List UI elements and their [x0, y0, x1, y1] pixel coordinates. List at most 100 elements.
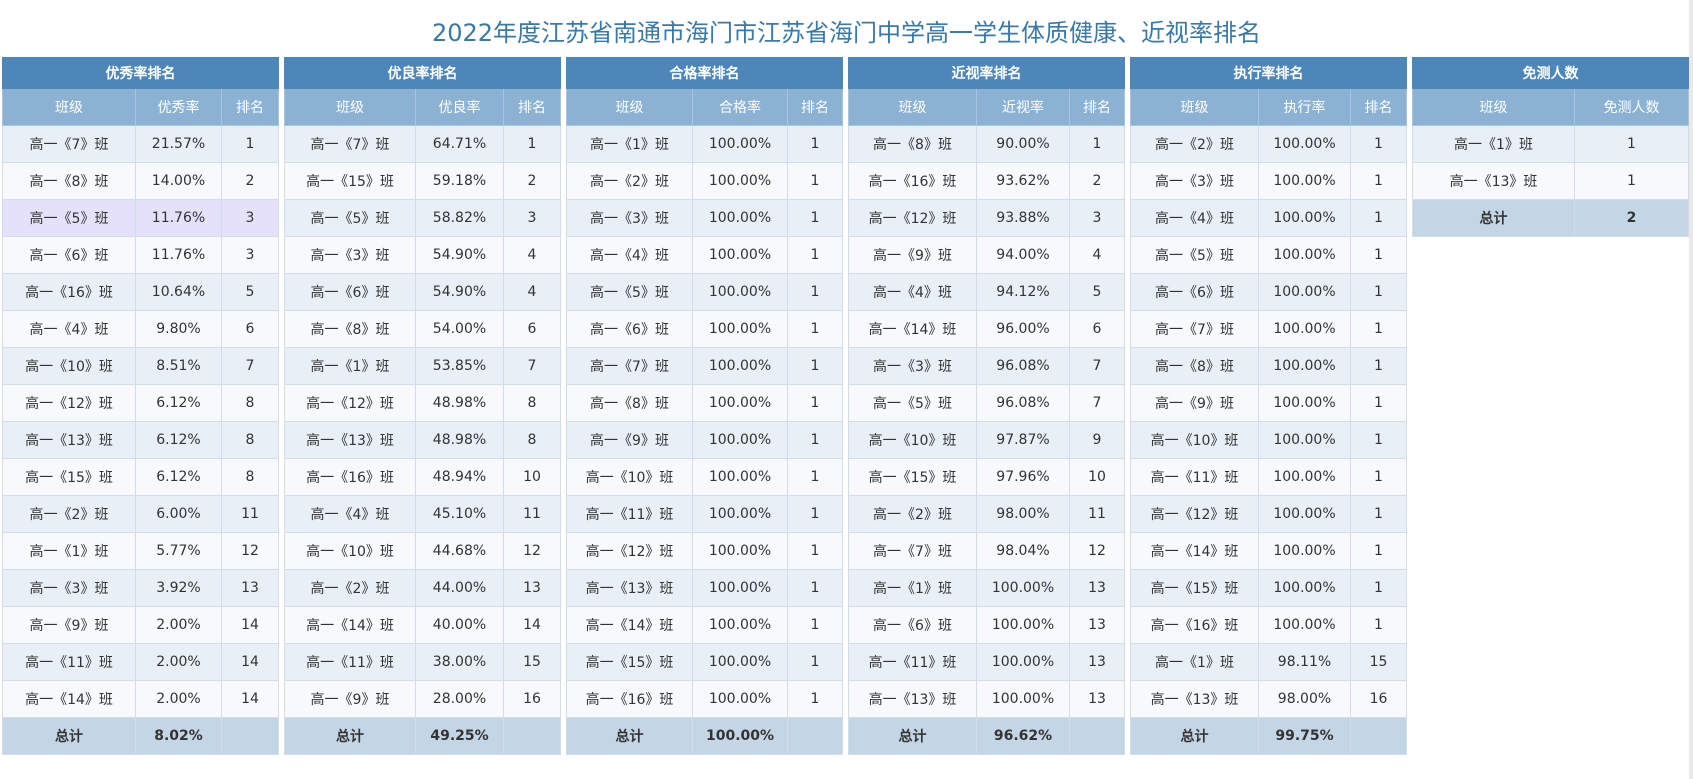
table-row[interactable]: 高一《13》班 100.00% 1	[566, 569, 844, 607]
table-row[interactable]: 高一《15》班 100.00% 1	[566, 643, 844, 681]
table-row[interactable]: 高一《11》班 38.00% 15	[284, 643, 562, 681]
table-row[interactable]: 高一《14》班 100.00% 1	[566, 606, 844, 644]
table-row[interactable]: 高一《7》班 98.04% 12	[848, 532, 1126, 570]
table-row[interactable]: 高一《1》班 100.00% 13	[848, 569, 1126, 607]
table-row[interactable]: 高一《5》班 11.76% 3	[2, 199, 280, 237]
table-row[interactable]: 高一《5》班 100.00% 1	[566, 273, 844, 311]
table-row[interactable]: 高一《13》班 1	[1412, 162, 1689, 200]
table-row[interactable]: 高一《1》班 100.00% 1	[566, 125, 844, 163]
table-row[interactable]: 高一《3》班 96.08% 7	[848, 347, 1126, 385]
table-row[interactable]: 高一《9》班 100.00% 1	[566, 421, 844, 459]
table-row[interactable]: 高一《1》班 5.77% 12	[2, 532, 280, 570]
table-row[interactable]: 高一《4》班 100.00% 1	[566, 236, 844, 274]
table-row[interactable]: 高一《8》班 14.00% 2	[2, 162, 280, 200]
table-row[interactable]: 高一《5》班 96.08% 7	[848, 384, 1126, 422]
table-row[interactable]: 高一《16》班 100.00% 1	[1130, 606, 1408, 644]
table-row[interactable]: 高一《2》班 44.00% 13	[284, 569, 562, 607]
table-row[interactable]: 高一《5》班 58.82% 3	[284, 199, 562, 237]
table-row[interactable]: 高一《9》班 94.00% 4	[848, 236, 1126, 274]
table-row[interactable]: 高一《13》班 98.00% 16	[1130, 680, 1408, 718]
table-row[interactable]: 高一《12》班 93.88% 3	[848, 199, 1126, 237]
table-row[interactable]: 高一《2》班 98.00% 11	[848, 495, 1126, 533]
column-header[interactable]: 班级	[284, 88, 416, 126]
column-header[interactable]: 排名	[1068, 88, 1126, 126]
table-row[interactable]: 高一《3》班 54.90% 4	[284, 236, 562, 274]
table-row[interactable]: 高一《3》班 100.00% 1	[566, 199, 844, 237]
table-row[interactable]: 高一《10》班 8.51% 7	[2, 347, 280, 385]
table-row[interactable]: 高一《16》班 48.94% 10	[284, 458, 562, 496]
table-row[interactable]: 高一《1》班 53.85% 7	[284, 347, 562, 385]
table-row[interactable]: 高一《8》班 54.00% 6	[284, 310, 562, 348]
column-header[interactable]: 班级	[2, 88, 136, 126]
table-row[interactable]: 高一《6》班 54.90% 4	[284, 273, 562, 311]
table-row[interactable]: 高一《2》班 100.00% 1	[1130, 125, 1408, 163]
table-row[interactable]: 高一《11》班 100.00% 1	[566, 495, 844, 533]
column-header[interactable]: 合格率	[692, 88, 788, 126]
table-row[interactable]: 高一《11》班 100.00% 13	[848, 643, 1126, 681]
table-row[interactable]: 高一《16》班 100.00% 1	[566, 680, 844, 718]
table-row[interactable]: 高一《1》班 1	[1412, 125, 1689, 163]
table-row[interactable]: 高一《4》班 9.80% 6	[2, 310, 280, 348]
table-row[interactable]: 高一《11》班 100.00% 1	[1130, 458, 1408, 496]
table-row[interactable]: 高一《14》班 2.00% 14	[2, 680, 280, 718]
table-row[interactable]: 高一《8》班 100.00% 1	[566, 384, 844, 422]
table-row[interactable]: 高一《4》班 45.10% 11	[284, 495, 562, 533]
table-row[interactable]: 高一《11》班 2.00% 14	[2, 643, 280, 681]
table-row[interactable]: 高一《4》班 94.12% 5	[848, 273, 1126, 311]
table-row[interactable]: 高一《3》班 3.92% 13	[2, 569, 280, 607]
table-row[interactable]: 高一《15》班 100.00% 1	[1130, 569, 1408, 607]
table-row[interactable]: 高一《15》班 6.12% 8	[2, 458, 280, 496]
table-row[interactable]: 高一《16》班 93.62% 2	[848, 162, 1126, 200]
table-row[interactable]: 高一《2》班 100.00% 1	[566, 162, 844, 200]
column-header[interactable]: 班级	[1412, 88, 1575, 126]
table-row[interactable]: 高一《6》班 100.00% 13	[848, 606, 1126, 644]
table-row[interactable]: 高一《16》班 10.64% 5	[2, 273, 280, 311]
table-row[interactable]: 高一《9》班 100.00% 1	[1130, 384, 1408, 422]
column-header[interactable]: 排名	[502, 88, 562, 126]
table-row[interactable]: 高一《10》班 97.87% 9	[848, 421, 1126, 459]
table-row[interactable]: 高一《7》班 21.57% 1	[2, 125, 280, 163]
column-header[interactable]: 排名	[220, 88, 280, 126]
table-row[interactable]: 高一《15》班 59.18% 2	[284, 162, 562, 200]
table-row[interactable]: 高一《12》班 6.12% 8	[2, 384, 280, 422]
table-row[interactable]: 高一《8》班 90.00% 1	[848, 125, 1126, 163]
table-row[interactable]: 高一《13》班 48.98% 8	[284, 421, 562, 459]
table-row[interactable]: 高一《4》班 100.00% 1	[1130, 199, 1408, 237]
table-row[interactable]: 高一《14》班 40.00% 14	[284, 606, 562, 644]
scrollbar[interactable]	[1689, 0, 1693, 779]
table-row[interactable]: 高一《7》班 100.00% 1	[1130, 310, 1408, 348]
column-header[interactable]: 班级	[566, 88, 693, 126]
table-row[interactable]: 高一《8》班 100.00% 1	[1130, 347, 1408, 385]
table-row[interactable]: 高一《3》班 100.00% 1	[1130, 162, 1408, 200]
table-row[interactable]: 高一《10》班 100.00% 1	[566, 458, 844, 496]
column-header[interactable]: 排名	[786, 88, 844, 126]
column-header[interactable]: 近视率	[976, 88, 1070, 126]
table-row[interactable]: 高一《10》班 100.00% 1	[1130, 421, 1408, 459]
table-row[interactable]: 高一《1》班 98.11% 15	[1130, 643, 1408, 681]
table-row[interactable]: 高一《15》班 97.96% 10	[848, 458, 1126, 496]
column-header[interactable]: 排名	[1349, 88, 1408, 126]
table-row[interactable]: 高一《9》班 2.00% 14	[2, 606, 280, 644]
table-row[interactable]: 高一《14》班 100.00% 1	[1130, 532, 1408, 570]
column-header[interactable]: 免测人数	[1574, 88, 1689, 126]
table-row[interactable]: 高一《6》班 11.76% 3	[2, 236, 280, 274]
table-row[interactable]: 高一《7》班 100.00% 1	[566, 347, 844, 385]
table-row[interactable]: 高一《12》班 48.98% 8	[284, 384, 562, 422]
table-row[interactable]: 高一《13》班 6.12% 8	[2, 421, 280, 459]
table-row[interactable]: 高一《13》班 100.00% 13	[848, 680, 1126, 718]
table-row[interactable]: 高一《2》班 6.00% 11	[2, 495, 280, 533]
table-row[interactable]: 高一《12》班 100.00% 1	[566, 532, 844, 570]
column-header[interactable]: 优良率	[415, 88, 504, 126]
table-row[interactable]: 高一《6》班 100.00% 1	[1130, 273, 1408, 311]
column-header[interactable]: 班级	[848, 88, 977, 126]
table-row[interactable]: 高一《14》班 96.00% 6	[848, 310, 1126, 348]
table-row[interactable]: 高一《6》班 100.00% 1	[566, 310, 844, 348]
table-row[interactable]: 高一《7》班 64.71% 1	[284, 125, 562, 163]
table-row[interactable]: 高一《10》班 44.68% 12	[284, 532, 562, 570]
table-row[interactable]: 高一《9》班 28.00% 16	[284, 680, 562, 718]
column-header[interactable]: 优秀率	[135, 88, 222, 126]
column-header[interactable]: 执行率	[1258, 88, 1351, 126]
table-row[interactable]: 高一《12》班 100.00% 1	[1130, 495, 1408, 533]
column-header[interactable]: 班级	[1130, 88, 1259, 126]
table-row[interactable]: 高一《5》班 100.00% 1	[1130, 236, 1408, 274]
